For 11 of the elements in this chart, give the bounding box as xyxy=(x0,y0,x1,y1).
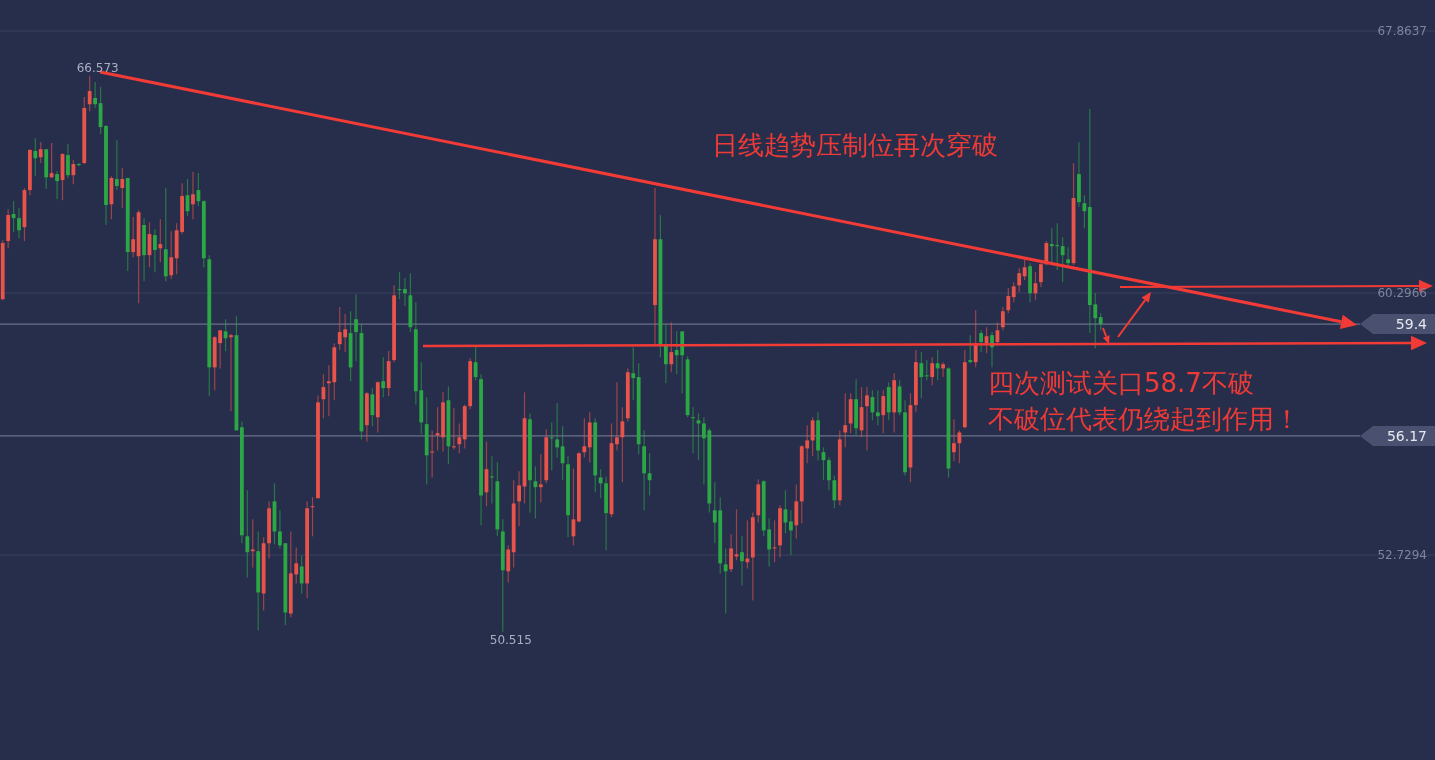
y-tick-label: 52.7294 xyxy=(1377,548,1427,563)
ref-line-label: 56.17 xyxy=(1386,427,1427,444)
annotation: 日线趋势压制位再次穿破 xyxy=(712,130,998,160)
y-tick-label: 67.8637 xyxy=(1377,24,1427,39)
annotation: 66.573 xyxy=(76,60,119,75)
y-tick-label: 60.2966 xyxy=(1377,286,1427,301)
ref-line-label: 59.4 xyxy=(1395,316,1428,333)
annotation: 四次测试关口58.7不破 xyxy=(988,368,1254,398)
annotation: 50.515 xyxy=(489,632,532,647)
candlestick xyxy=(941,361,945,378)
annotation: 不破位代表仍绕起到作用！ xyxy=(988,404,1300,434)
